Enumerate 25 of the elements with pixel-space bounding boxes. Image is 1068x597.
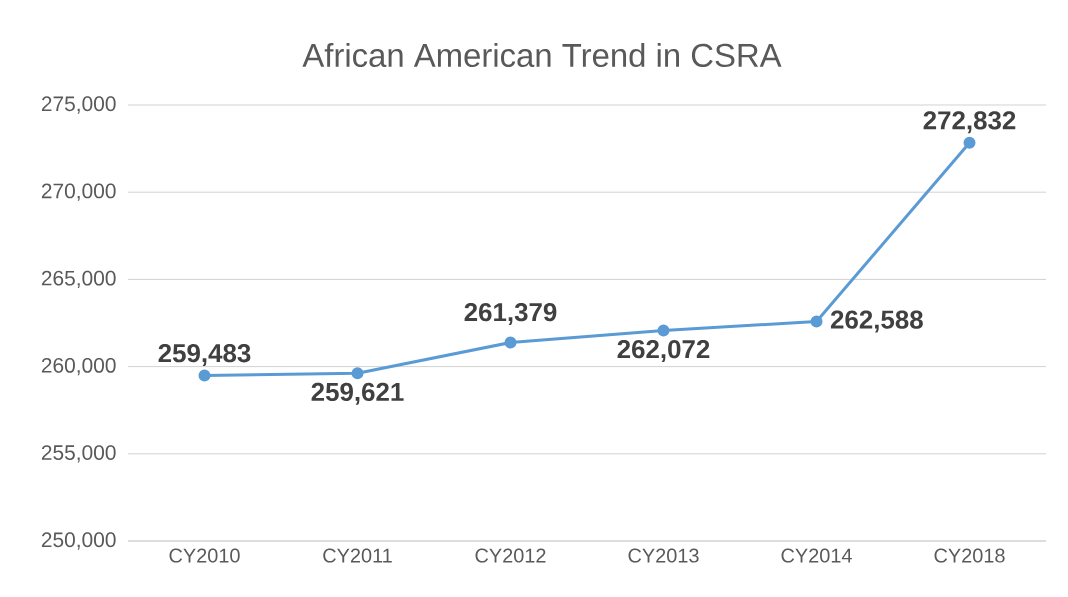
x-tick-label: CY2011 <box>323 548 392 563</box>
point <box>504 336 517 349</box>
point <box>198 369 211 382</box>
y-tick-label: 260,000 <box>41 357 116 376</box>
data-label: 262,588 <box>830 310 923 333</box>
point <box>657 324 670 337</box>
data-label: 261,379 <box>464 302 557 326</box>
x-tick-label: CY2018 <box>934 548 1005 563</box>
x-tick-label: CY2012 <box>475 548 546 563</box>
point <box>351 367 364 380</box>
y-tick-label: 270,000 <box>41 183 116 201</box>
data-label: 272,832 <box>923 111 1016 134</box>
data-label: 262,072 <box>617 339 710 363</box>
point <box>963 136 976 149</box>
chart-title: African American Trend in CSRA <box>302 42 782 68</box>
y-tick-label: 250,000 <box>41 532 116 550</box>
y-tick-label: 255,000 <box>41 445 116 463</box>
y-tick-label: 265,000 <box>41 270 116 289</box>
point <box>810 315 823 328</box>
x-tick-label: CY2013 <box>628 548 699 563</box>
data-label: 259,621 <box>311 382 404 405</box>
data-label: 259,483 <box>158 343 251 367</box>
x-tick-label: CY2010 <box>169 548 240 563</box>
x-tick-label: CY2014 <box>781 548 852 563</box>
y-tick-label: 275,000 <box>41 96 116 114</box>
